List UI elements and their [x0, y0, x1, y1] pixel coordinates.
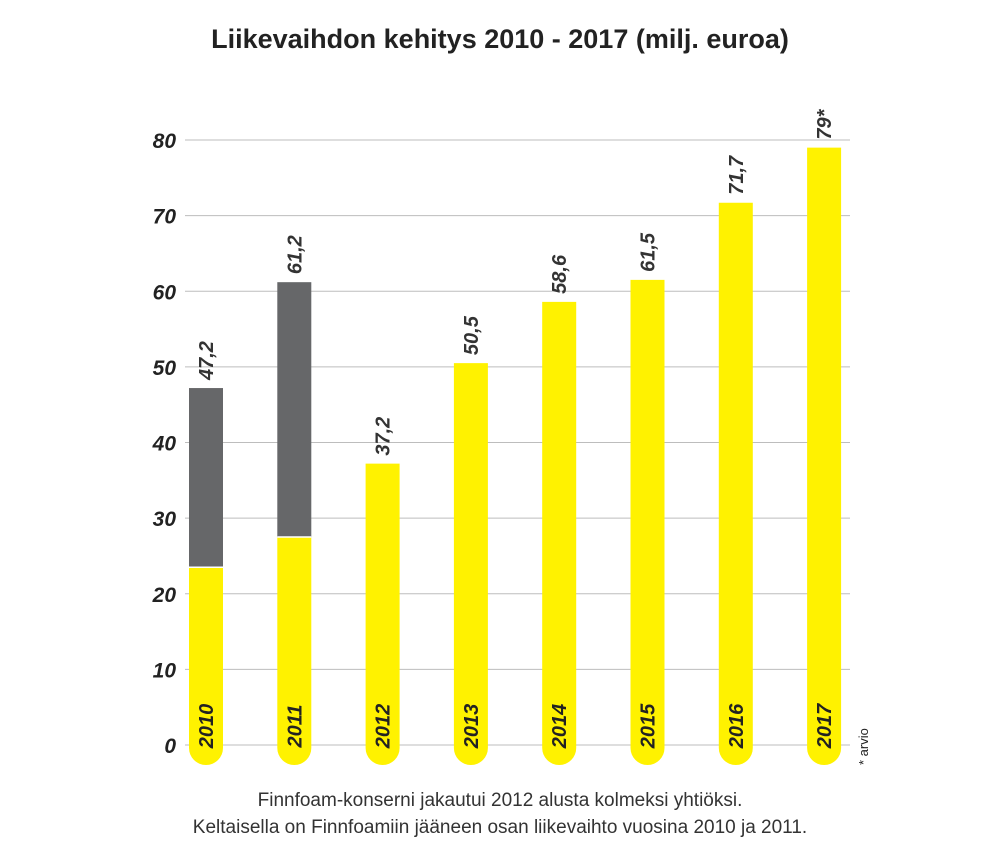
- bar-segment-yellow: [453, 363, 488, 765]
- data-label: 50,5: [461, 315, 483, 355]
- y-tick-label: 80: [153, 130, 177, 153]
- data-label: 71,7: [726, 155, 748, 195]
- chart-title: Liikevaihdon kehitys 2010 - 2017 (milj. …: [211, 24, 789, 54]
- bar-segment-yellow: [277, 537, 312, 765]
- bars: [189, 147, 842, 766]
- bar-segment-yellow: [542, 301, 577, 765]
- x-tick-label: 2017: [814, 703, 836, 749]
- x-tick-label: 2012: [373, 704, 395, 750]
- data-label: 79*: [814, 108, 836, 139]
- y-tick-label: 40: [152, 433, 177, 456]
- x-tick-label: 2010: [196, 704, 218, 750]
- x-tick-label: 2014: [549, 704, 571, 750]
- data-label: 61,2: [284, 235, 306, 274]
- y-tick-label: 70: [153, 206, 177, 229]
- bar-segment-yellow: [807, 147, 842, 765]
- caption-line-2: Keltaisella on Finnfoamiin jääneen osan …: [192, 817, 808, 838]
- bar-segment-yellow: [365, 463, 400, 765]
- bar-segment-gray: [189, 388, 223, 568]
- data-label: 61,5: [638, 232, 660, 272]
- y-tick-label: 20: [152, 584, 177, 607]
- data-label: 37,2: [373, 417, 395, 456]
- data-label: 47,2: [196, 341, 218, 381]
- footnote-group: * arvio: [856, 728, 871, 765]
- x-tick-label: 2016: [726, 703, 748, 749]
- caption-line-1: Finnfoam-konserni jakautui 2012 alusta k…: [257, 790, 743, 811]
- y-tick-label: 30: [153, 508, 177, 531]
- y-tick-label: 0: [164, 735, 176, 758]
- bar-segment-yellow: [189, 567, 223, 765]
- x-tick-labels: 2010 2011 2012 2013 2014 2015 2016 2017: [196, 703, 836, 749]
- y-tick-label: 50: [153, 357, 177, 380]
- y-tick-label: 60: [153, 281, 177, 304]
- bar-segment-yellow: [630, 279, 665, 765]
- value-labels: 47,2 61,2 37,2 50,5 58,6 61,5 71,7 79*: [196, 108, 836, 455]
- bar-segment-yellow: [718, 202, 753, 766]
- x-tick-label: 2013: [461, 704, 483, 750]
- bar-segment-gray: [277, 282, 312, 538]
- footnote: * arvio: [856, 728, 871, 765]
- x-tick-label: 2015: [638, 703, 660, 749]
- y-tick-labels: 0 10 20 30 40 50 60 70 80: [152, 130, 177, 758]
- y-tick-label: 10: [153, 659, 177, 682]
- x-tick-label: 2011: [284, 704, 306, 748]
- data-label: 58,6: [549, 254, 571, 294]
